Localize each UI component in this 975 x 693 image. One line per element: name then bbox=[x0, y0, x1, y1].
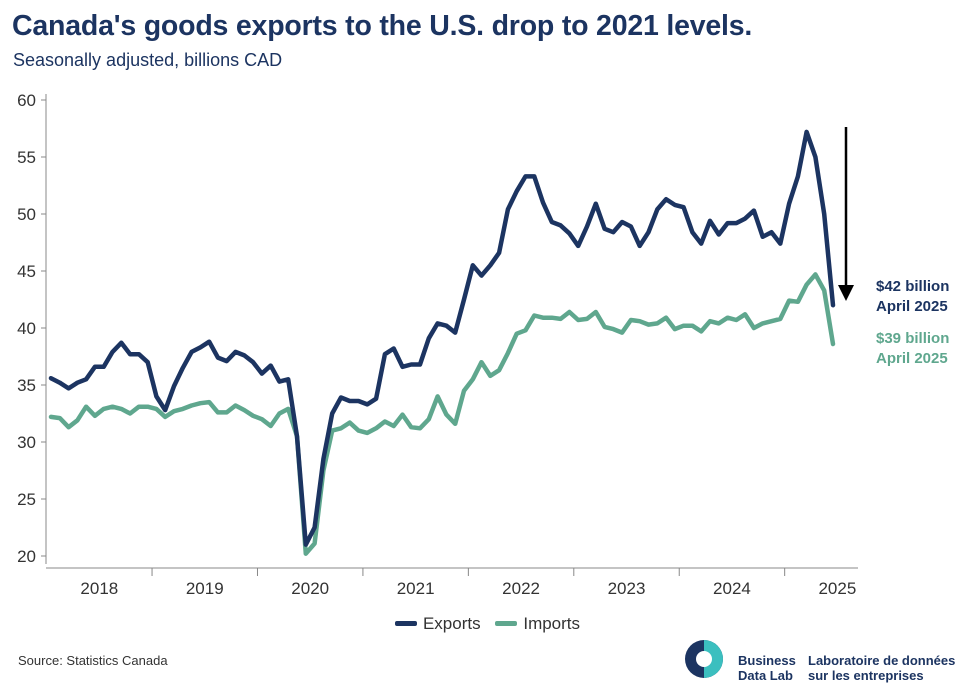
legend: Exports Imports bbox=[0, 611, 975, 634]
x-axis: 2018 2019 2020 2021 2022 2023 2024 2025 bbox=[46, 567, 858, 598]
chart-subtitle: Seasonally adjusted, billions CAD bbox=[13, 50, 283, 70]
imports-annotation-value: $39 billion bbox=[876, 330, 949, 347]
y-tick-label: 55 bbox=[17, 148, 36, 167]
y-tick-label: 45 bbox=[17, 262, 36, 281]
legend-label-imports: Imports bbox=[523, 613, 581, 633]
logo-fr-line2: sur les entreprises bbox=[808, 668, 924, 683]
y-axis: 20 25 30 35 40 45 50 55 60 bbox=[17, 91, 47, 566]
x-tick-label: 2018 bbox=[80, 579, 118, 598]
logo-text-english: Business Data Lab bbox=[738, 653, 796, 683]
x-tick-label: 2023 bbox=[608, 579, 646, 598]
logo-fr-line1: Laboratoire de données bbox=[808, 653, 956, 668]
y-tick-label: 60 bbox=[17, 91, 36, 110]
x-tick-label: 2025 bbox=[818, 579, 856, 598]
source-note: Source: Statistics Canada bbox=[18, 653, 168, 668]
business-data-lab-logo-icon bbox=[685, 640, 723, 678]
legend-label-exports: Exports bbox=[422, 613, 481, 633]
x-tick-label: 2024 bbox=[713, 579, 751, 598]
y-tick-label: 20 bbox=[17, 547, 36, 566]
logo-en-line1: Business bbox=[738, 653, 796, 668]
chart-title: Canada's goods exports to the U.S. drop … bbox=[12, 10, 753, 42]
logo-en-line2: Data Lab bbox=[738, 668, 793, 683]
series-line-exports bbox=[48, 129, 836, 547]
drop-arrow-head bbox=[838, 285, 854, 301]
legend-item-imports: Imports bbox=[495, 614, 580, 634]
x-tick-label: 2020 bbox=[291, 579, 329, 598]
imports-annotation-date: April 2025 bbox=[876, 350, 948, 367]
x-tick-label: 2021 bbox=[397, 579, 435, 598]
legend-swatch-exports bbox=[394, 621, 417, 626]
y-tick-label: 35 bbox=[17, 376, 36, 395]
series-layer bbox=[48, 129, 836, 556]
x-tick-label: 2019 bbox=[186, 579, 224, 598]
exports-annotation-value: $42 billion bbox=[876, 278, 949, 295]
annotation-layer: $42 billion April 2025 $39 billion April… bbox=[838, 127, 949, 367]
y-tick-label: 50 bbox=[17, 205, 36, 224]
y-tick-label: 30 bbox=[17, 433, 36, 452]
series-line-imports bbox=[48, 272, 836, 556]
x-tick-label: 2022 bbox=[502, 579, 540, 598]
exports-annotation-date: April 2025 bbox=[876, 298, 948, 315]
y-tick-label: 40 bbox=[17, 319, 36, 338]
legend-swatch-imports bbox=[495, 621, 518, 626]
logo-text-french: Laboratoire de données sur les entrepris… bbox=[808, 653, 955, 683]
legend-item-exports: Exports bbox=[394, 613, 481, 634]
y-tick-label: 25 bbox=[17, 490, 36, 509]
